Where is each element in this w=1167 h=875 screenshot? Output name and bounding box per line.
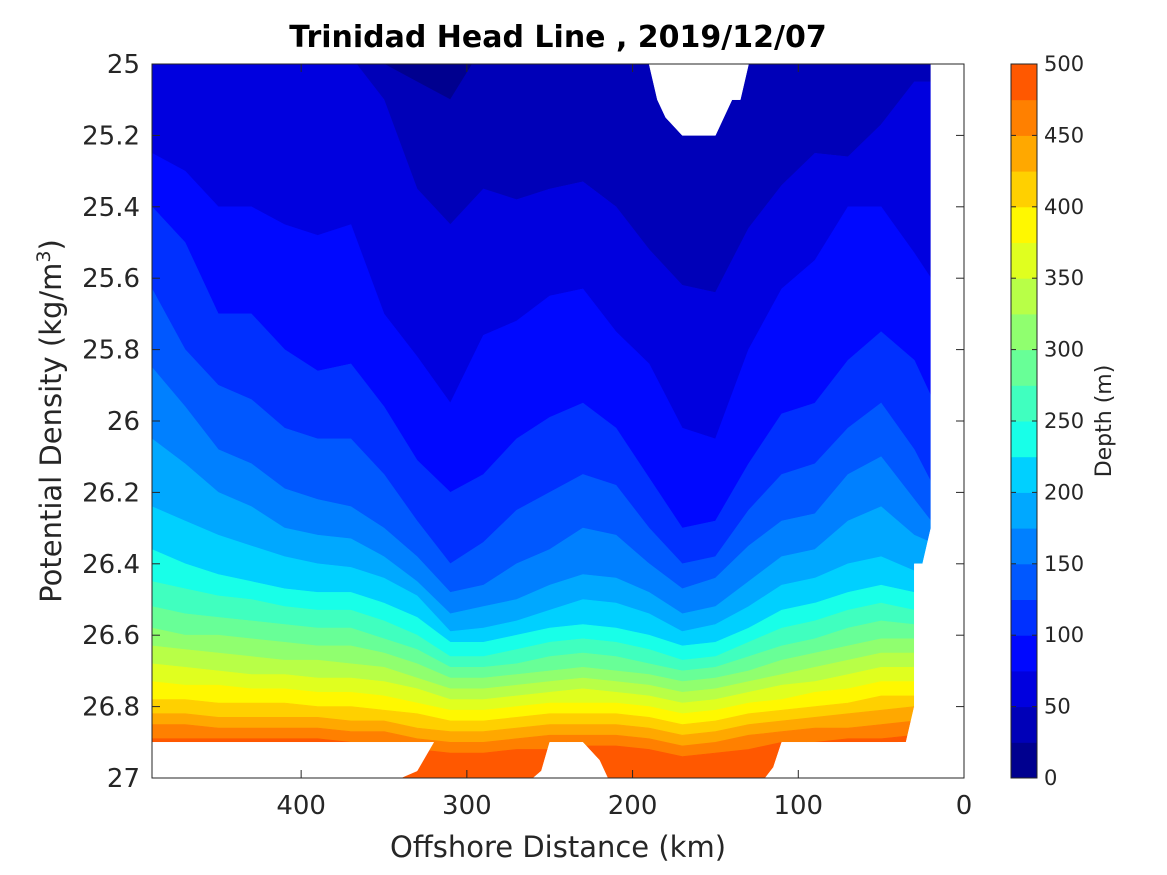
- colorbar-segment: [1011, 135, 1037, 172]
- colorbar-segment: [1011, 313, 1037, 351]
- colorbar-tick-label: 350: [1044, 266, 1084, 290]
- no-data-regions: [152, 64, 964, 778]
- colorbar-segment: [1011, 635, 1037, 672]
- y-axis: 25 25.2 25.4 25.6 25.8 26 26.2 26.4 26.6 26.8 27: [82, 50, 964, 794]
- y-tick-label: 25.8: [82, 336, 140, 366]
- colorbar-segment: [1011, 64, 1037, 101]
- colorbar-segment: [1011, 99, 1037, 136]
- no-data-region-bottom: [152, 742, 435, 778]
- y-axis-label: Potential Density (kg/m3): [33, 239, 68, 603]
- colorbar-segment: [1011, 242, 1037, 279]
- colorbar-segment: [1011, 278, 1037, 315]
- colorbar-segment: [1011, 349, 1037, 386]
- colorbar-label: Depth (m): [1092, 365, 1117, 478]
- colorbar-tick-label: 400: [1044, 195, 1084, 219]
- colorbar-tick-label: 150: [1044, 552, 1084, 576]
- chart-title: Trinidad Head Line , 2019/12/07: [289, 20, 826, 55]
- no-data-region-top: [648, 64, 749, 136]
- x-tick-label: 200: [608, 791, 658, 821]
- colorbar-segment: [1011, 706, 1037, 743]
- y-axis-label-superscript: 3: [33, 250, 55, 262]
- y-tick-label: 25.2: [82, 121, 140, 151]
- x-axis: 400 300 200 100 0: [276, 64, 972, 821]
- colorbar-tick-label: 450: [1044, 123, 1084, 147]
- x-tick-label: 300: [442, 791, 492, 821]
- y-tick-label: 26.6: [82, 621, 140, 651]
- x-tick-label: 100: [773, 791, 823, 821]
- colorbar-segment: [1011, 528, 1037, 565]
- x-axis-label: Offshore Distance (km): [390, 830, 726, 864]
- colorbar-segment: [1011, 206, 1037, 243]
- no-data-region-bottom: [532, 742, 616, 778]
- colorbar-tick-label: 50: [1044, 695, 1071, 719]
- y-tick-label: 25: [107, 50, 140, 80]
- colorbar-tick-label: 0: [1044, 766, 1057, 790]
- y-tick-label: 26: [107, 407, 140, 437]
- y-tick-label: 25.4: [82, 193, 140, 223]
- y-tick-label: 26.4: [82, 550, 140, 580]
- colorbar-segment: [1011, 563, 1037, 600]
- y-tick-label: 26.8: [82, 693, 140, 723]
- colorbar-tick-label: 250: [1044, 409, 1084, 433]
- y-axis-label-close: ): [34, 239, 68, 250]
- x-tick-label: 400: [276, 791, 326, 821]
- colorbar-segment: [1011, 492, 1037, 529]
- colorbar-segment: [1011, 171, 1037, 208]
- colorbar-segment: [1011, 385, 1037, 422]
- colorbar-tick-label: 500: [1044, 52, 1084, 76]
- colorbar-segment: [1011, 742, 1037, 779]
- colorbar-segment: [1011, 456, 1037, 493]
- y-tick-label: 25.6: [82, 264, 140, 294]
- colorbar-tick-label: 300: [1044, 338, 1084, 362]
- y-tick-label: 27: [107, 764, 140, 794]
- contour-fill: [152, 64, 964, 778]
- colorbar-segment: [1011, 599, 1037, 636]
- y-tick-label: 26.2: [82, 478, 140, 508]
- colorbar-tick-label: 100: [1044, 623, 1084, 647]
- colorbar-tick-label: 200: [1044, 480, 1084, 504]
- no-data-region-bottom: [764, 742, 964, 778]
- x-tick-label: 0: [956, 791, 973, 821]
- colorbar: 0 50 100 150 200 250 300 350 400 450 500: [1010, 52, 1084, 790]
- y-axis-label-main: Potential Density (kg/m: [34, 263, 68, 603]
- colorbar-segment: [1011, 670, 1037, 708]
- colorbar-segment: [1011, 421, 1037, 458]
